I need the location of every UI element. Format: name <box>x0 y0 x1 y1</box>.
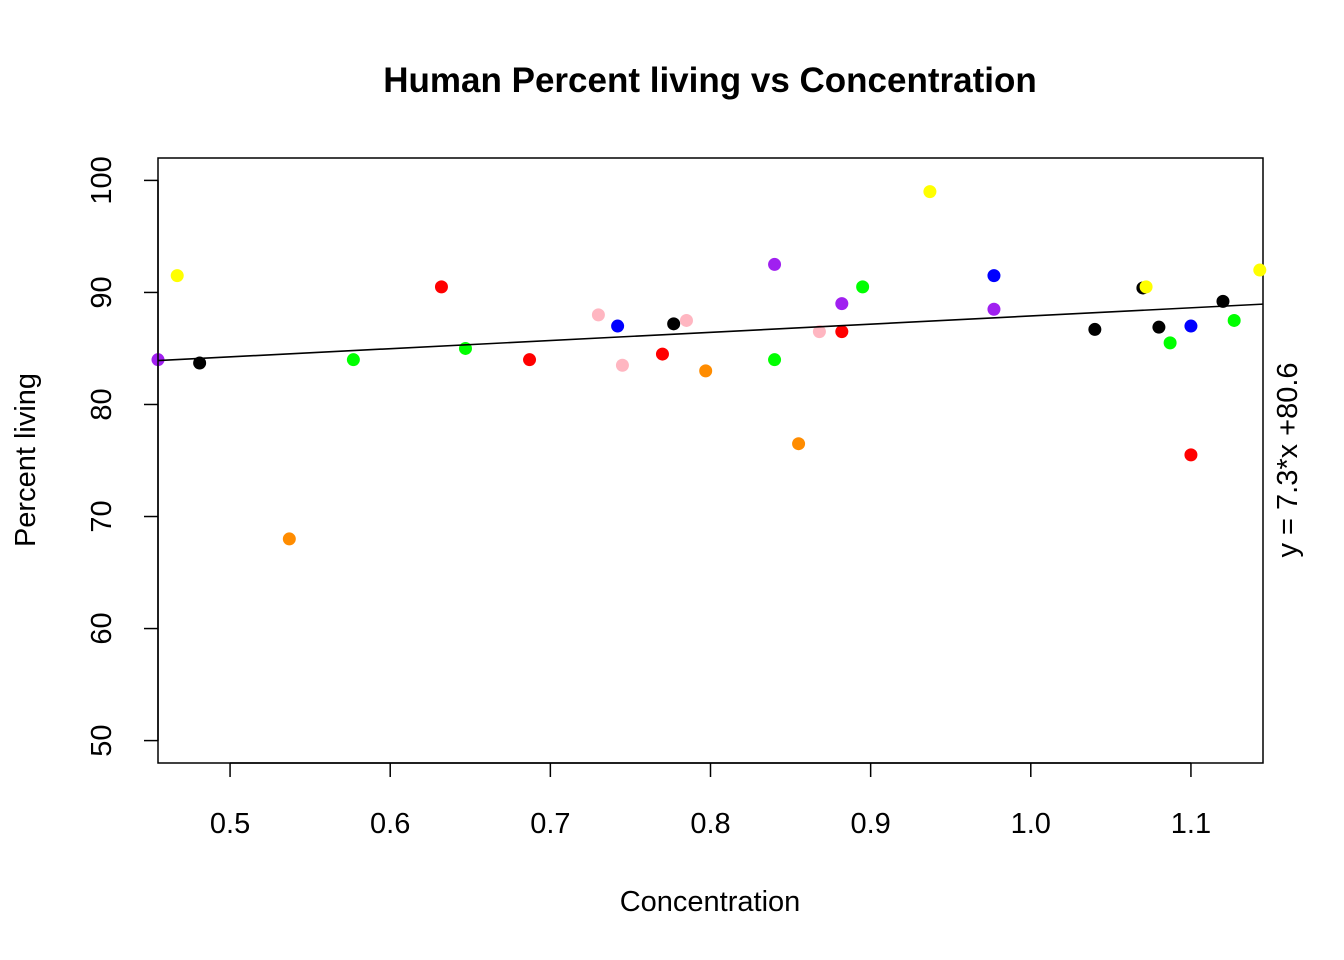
y-tick-label: 50 <box>86 724 118 756</box>
x-axis-label: Concentration <box>620 886 801 918</box>
plot-frame <box>157 157 1264 764</box>
data-point <box>1216 294 1230 308</box>
x-tick-label: 1.1 <box>1171 808 1211 840</box>
regression-equation: y = 7.3*x +80.6 <box>1272 362 1304 557</box>
y-axis-label: Percent living <box>10 373 42 547</box>
data-point <box>792 437 806 451</box>
x-tick-label: 0.9 <box>850 808 890 840</box>
y-tick-label: 70 <box>86 500 118 532</box>
y-axis: 50 60 70 80 90 100 <box>86 156 159 757</box>
x-tick-label: 0.6 <box>370 808 410 840</box>
data-point <box>615 358 629 372</box>
data-point <box>923 185 937 199</box>
regression-line <box>157 303 1264 362</box>
data-point <box>1184 448 1198 462</box>
data-point <box>346 353 360 367</box>
data-point <box>768 257 782 271</box>
data-point <box>987 269 1001 283</box>
x-axis: 0.5 0.6 0.7 0.8 0.9 1.0 1.1 <box>210 762 1211 840</box>
data-point <box>655 347 669 361</box>
x-tick-label: 0.5 <box>210 808 250 840</box>
data-point <box>1227 313 1241 327</box>
y-tick-label: 60 <box>86 612 118 644</box>
data-point <box>812 325 826 339</box>
chart-title: Human Percent living vs Concentration <box>383 61 1036 100</box>
data-point <box>667 317 681 331</box>
y-tick-label: 90 <box>86 276 118 308</box>
data-point <box>1253 263 1267 277</box>
data-point <box>611 319 625 333</box>
data-point <box>591 308 605 322</box>
y-tick-label: 80 <box>86 388 118 420</box>
data-point <box>1163 336 1177 350</box>
data-point <box>768 353 782 367</box>
data-point <box>170 269 184 283</box>
y-tick-label: 100 <box>86 156 118 204</box>
data-point <box>856 280 870 294</box>
data-point <box>193 356 207 370</box>
data-point <box>1088 322 1102 336</box>
data-point <box>434 280 448 294</box>
data-point <box>835 297 849 311</box>
data-point <box>1184 319 1198 333</box>
data-point <box>1139 280 1153 294</box>
data-point <box>987 302 1001 316</box>
data-point <box>1152 320 1166 334</box>
data-point <box>282 532 296 546</box>
data-point <box>523 353 537 367</box>
data-points <box>151 185 1267 546</box>
x-tick-label: 0.7 <box>530 808 570 840</box>
data-point <box>679 313 693 327</box>
x-tick-label: 1.0 <box>1011 808 1051 840</box>
data-point <box>835 325 849 339</box>
x-tick-label: 0.8 <box>690 808 730 840</box>
data-point <box>699 364 713 378</box>
